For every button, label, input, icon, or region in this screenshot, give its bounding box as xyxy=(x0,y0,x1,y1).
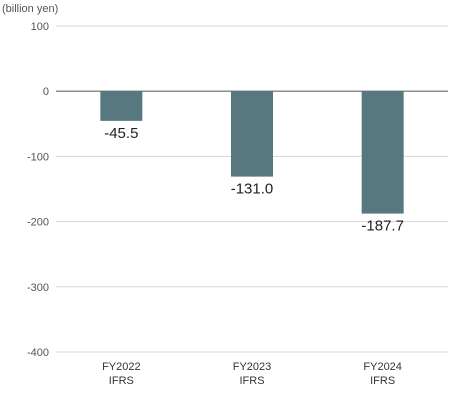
data-labels: -45.5 -131.0 -187.7 xyxy=(104,125,404,235)
data-label: -131.0 xyxy=(231,181,274,198)
x-category-label: IFRS xyxy=(109,375,134,387)
bar xyxy=(361,91,404,214)
x-category-label: FY2024 xyxy=(363,361,402,373)
bar xyxy=(231,91,273,177)
y-tick-label: -300 xyxy=(27,282,49,294)
x-category-label: IFRS xyxy=(239,375,264,387)
data-label: -45.5 xyxy=(104,125,138,142)
x-category-label: FY2022 xyxy=(102,361,141,373)
x-axis-categories: FY2022 IFRS FY2023 IFRS FY2024 IFRS xyxy=(102,361,402,387)
y-axis-ticks: 100 0 -100 -200 -300 -400 xyxy=(27,21,49,359)
x-category-label: IFRS xyxy=(370,375,395,387)
y-tick-label: 0 xyxy=(43,86,49,98)
y-tick-label: 100 xyxy=(31,21,49,33)
bars xyxy=(100,91,404,214)
bar xyxy=(100,91,143,121)
y-tick-label: -200 xyxy=(27,217,49,229)
data-label: -187.7 xyxy=(361,218,404,235)
y-tick-label: -100 xyxy=(27,151,49,163)
x-category-label: FY2023 xyxy=(233,361,272,373)
y-axis-unit-label: (billion yen) xyxy=(2,3,58,15)
y-tick-label: -400 xyxy=(27,347,49,359)
